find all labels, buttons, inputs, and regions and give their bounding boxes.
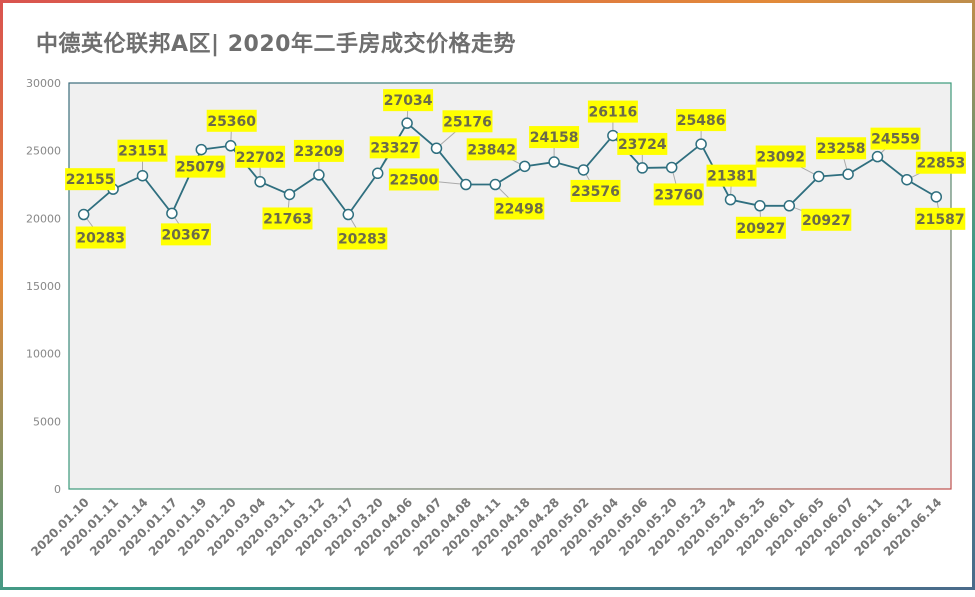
data-point [812, 170, 825, 183]
y-tick-label: 25000 [26, 145, 61, 158]
data-label: 23724 [618, 137, 667, 153]
data-point [136, 169, 149, 182]
data-label: 23151 [118, 144, 167, 160]
data-label: 21763 [263, 211, 312, 227]
data-label: 22155 [66, 172, 115, 188]
data-label-bg [65, 168, 116, 191]
data-point [401, 117, 413, 129]
data-point [842, 168, 854, 180]
data-label-bg [816, 137, 867, 160]
data-label-bg [337, 227, 388, 250]
data-point [930, 191, 943, 203]
data-label: 25360 [207, 114, 256, 130]
y-tick-label: 20000 [26, 212, 61, 225]
data-label-bg [801, 208, 852, 231]
data-point [166, 207, 178, 220]
data-label-bg [206, 109, 257, 132]
data-point [371, 167, 384, 180]
data-label: 26116 [589, 105, 638, 121]
data-point [313, 169, 325, 181]
y-tick-label: 5000 [33, 415, 61, 428]
data-label: 23209 [295, 144, 344, 160]
data-label-bg [369, 136, 420, 159]
data-label-bg [442, 110, 493, 133]
data-point [342, 208, 355, 221]
data-label: 20927 [737, 221, 786, 237]
data-point [665, 161, 678, 174]
data-label-bg [617, 132, 668, 155]
data-label: 20367 [162, 227, 211, 243]
data-label: 25176 [443, 114, 492, 130]
y-tick-label: 0 [54, 483, 61, 496]
chart-title: 中德英伦联邦A区| 2020年二手房成交价格走势 [36, 32, 516, 57]
data-label-bg [383, 89, 434, 112]
data-point [901, 173, 913, 186]
data-label-bg [466, 138, 517, 161]
data-label-bg [653, 183, 704, 206]
data-label: 22500 [390, 173, 439, 189]
data-point [754, 200, 766, 212]
data-label: 23258 [817, 141, 866, 157]
data-label-bg [915, 207, 966, 230]
data-label-bg [262, 207, 313, 230]
data-point [607, 129, 619, 142]
data-label: 20927 [802, 213, 851, 229]
data-label-bg [293, 139, 344, 162]
data-label-bg [175, 155, 226, 178]
data-point [430, 142, 443, 155]
y-tick-label: 15000 [26, 280, 61, 293]
data-label: 23092 [756, 149, 805, 165]
data-label-bg [388, 168, 439, 191]
data-label-bg [915, 151, 966, 174]
data-label-bg [587, 100, 638, 123]
y-tick-label: 30000 [26, 77, 61, 90]
data-point [77, 208, 90, 221]
data-point [283, 188, 296, 201]
data-label: 23327 [370, 140, 419, 156]
data-label-bg [117, 139, 168, 162]
data-point [695, 138, 707, 150]
data-label: 23576 [571, 184, 620, 200]
data-point [254, 176, 266, 188]
data-label: 21381 [707, 169, 756, 185]
data-label-bg [494, 197, 545, 220]
data-point [783, 200, 796, 212]
data-point [636, 162, 649, 174]
data-label: 24158 [530, 130, 579, 146]
data-label: 21587 [916, 212, 965, 228]
data-label: 24559 [871, 132, 920, 148]
data-label-bg [676, 109, 727, 132]
data-label-bg [570, 179, 621, 202]
data-point [195, 143, 208, 156]
data-point [548, 156, 560, 168]
y-tick-label: 10000 [26, 348, 61, 361]
data-point [724, 193, 737, 206]
data-point [460, 178, 472, 191]
data-label: 20283 [338, 232, 387, 248]
data-point [871, 150, 884, 163]
data-label: 27034 [384, 93, 433, 109]
data-label: 22853 [917, 156, 966, 172]
data-point [577, 164, 590, 176]
data-label: 25079 [176, 160, 225, 176]
data-label-bg [160, 223, 211, 246]
data-label-bg [529, 126, 580, 149]
data-label: 22498 [495, 202, 544, 218]
data-label: 23760 [654, 187, 703, 203]
data-label-bg [235, 145, 286, 168]
data-label: 23842 [467, 142, 516, 158]
data-point [224, 140, 237, 152]
data-point [489, 178, 502, 191]
data-label: 22702 [236, 150, 285, 166]
data-label-bg [706, 164, 757, 187]
data-label-bg [755, 145, 806, 168]
data-label-bg [735, 216, 786, 239]
data-point [518, 160, 531, 173]
data-label-bg [75, 226, 126, 249]
data-label: 25486 [677, 113, 726, 129]
data-label-bg [870, 127, 921, 150]
data-label: 20283 [76, 231, 125, 247]
